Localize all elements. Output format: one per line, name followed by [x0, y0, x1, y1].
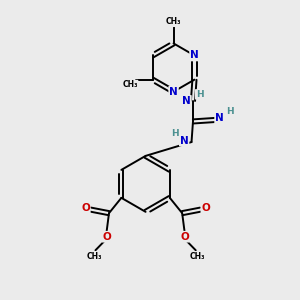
Text: N: N: [182, 96, 191, 106]
Text: CH₃: CH₃: [166, 17, 181, 26]
Text: N: N: [190, 50, 199, 61]
Text: CH₃: CH₃: [122, 80, 138, 89]
Text: H: H: [226, 107, 234, 116]
Text: O: O: [180, 232, 189, 242]
Text: O: O: [201, 203, 210, 213]
Text: N: N: [215, 113, 224, 124]
Text: CH₃: CH₃: [86, 252, 102, 261]
Text: N: N: [180, 136, 188, 146]
Text: H: H: [172, 129, 179, 138]
Text: CH₃: CH₃: [189, 252, 205, 261]
Text: N: N: [169, 87, 178, 97]
Text: O: O: [102, 232, 111, 242]
Text: H: H: [196, 90, 203, 99]
Text: O: O: [81, 203, 90, 213]
